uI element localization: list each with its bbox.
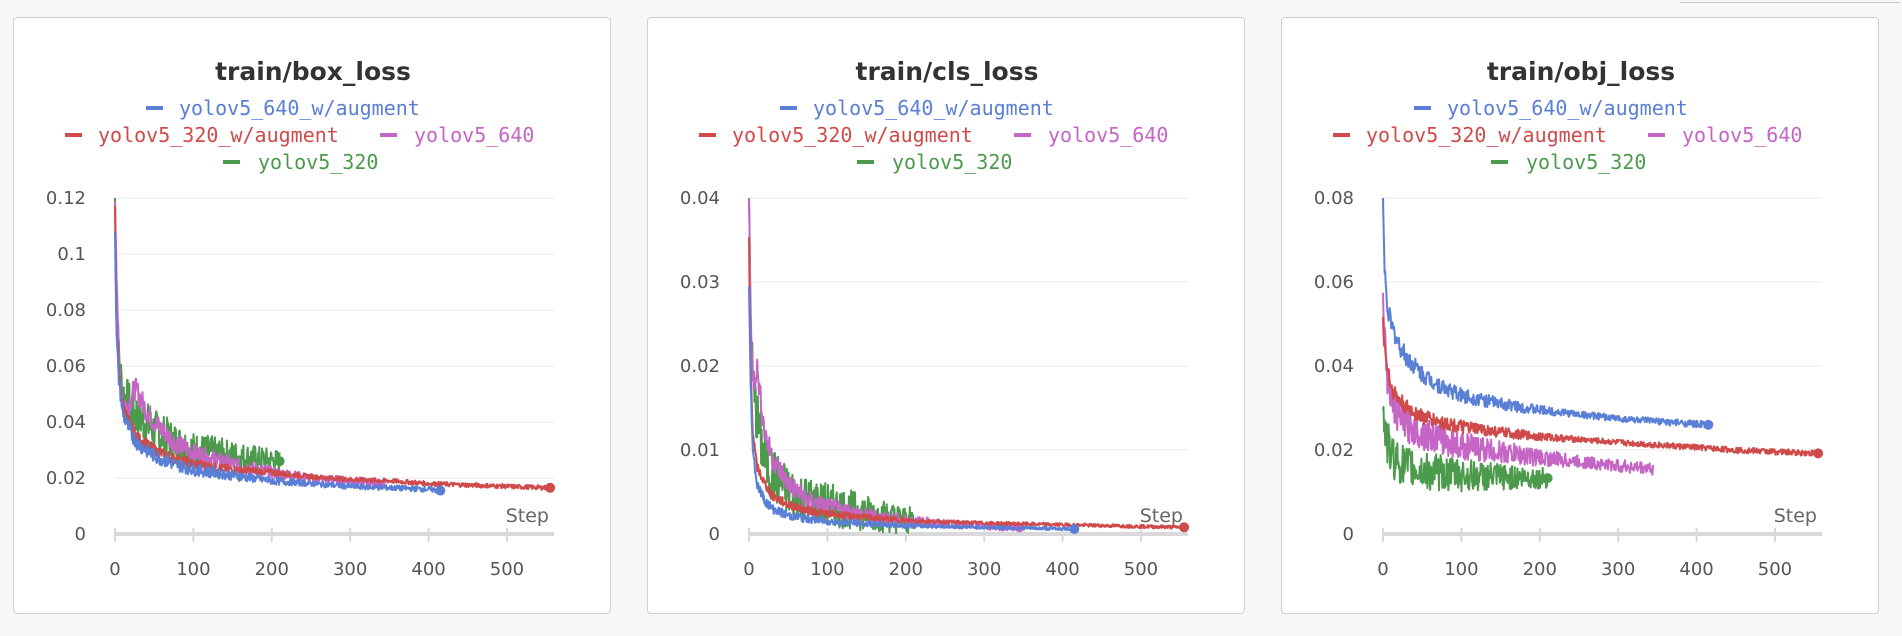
legend-label: yolov5_640_w/augment	[179, 96, 420, 120]
y-tick-label: 0.02	[1314, 440, 1354, 461]
x-tick-label: 500	[490, 559, 524, 580]
series-line[interactable]	[748, 237, 1185, 530]
legend-label: yolov5_320_w/augment	[98, 123, 339, 147]
x-axis-label: Step	[1774, 505, 1817, 527]
series-line[interactable]	[114, 231, 441, 494]
series-line[interactable]	[114, 197, 281, 472]
x-tick-label: 300	[1601, 559, 1635, 580]
legend-label: yolov5_640_w/augment	[1447, 96, 1688, 120]
x-tick-label: 400	[1045, 559, 1079, 580]
series-end-marker	[274, 456, 285, 467]
x-tick-label: 200	[255, 559, 289, 580]
y-tick-label: 0.02	[46, 468, 86, 489]
legend-item[interactable]: yolov5_640	[380, 123, 534, 147]
series-end-marker	[1069, 523, 1080, 534]
y-tick-label: 0.06	[46, 356, 86, 377]
y-tick-label: 0.04	[1314, 356, 1354, 377]
series-end-marker	[545, 482, 556, 493]
legend-label: yolov5_320	[892, 150, 1012, 174]
x-axis-label: Step	[1140, 505, 1183, 527]
y-tick-label: 0.02	[680, 356, 720, 377]
y-tick-label: 0.12	[46, 188, 86, 209]
legend-label: yolov5_320	[1526, 150, 1646, 174]
x-tick-label: 200	[889, 559, 923, 580]
x-tick-label: 400	[1679, 559, 1713, 580]
legend-item[interactable]: yolov5_640	[1648, 123, 1802, 147]
x-tick-label: 0	[743, 559, 754, 580]
legend-item[interactable]: yolov5_320_w/augment	[65, 123, 339, 147]
series-end-marker	[435, 485, 446, 496]
x-tick-label: 100	[810, 559, 844, 580]
x-tick-label: 400	[411, 559, 445, 580]
x-tick-label: 500	[1758, 559, 1792, 580]
box-loss-chart: train/box_loss yolov5_640_w/augmentyolov…	[46, 57, 556, 580]
x-tick-label: 100	[1444, 559, 1478, 580]
series-line[interactable]	[1382, 316, 1819, 457]
series-end-marker	[1813, 448, 1824, 459]
y-tick-label: 0	[1343, 524, 1354, 545]
legend-item[interactable]: yolov5_640_w/augment	[1414, 96, 1688, 120]
y-tick-label: 0.01	[680, 440, 720, 461]
legend-item[interactable]: yolov5_640_w/augment	[146, 96, 420, 120]
legend-item[interactable]: yolov5_320	[857, 150, 1012, 174]
legend-label: yolov5_320	[258, 150, 378, 174]
series-line[interactable]	[1382, 197, 1709, 429]
y-tick-label: 0.03	[680, 272, 720, 293]
series-end-marker	[1703, 419, 1714, 430]
x-tick-label: 200	[1523, 559, 1557, 580]
series-line[interactable]	[1382, 406, 1549, 493]
legend-item[interactable]: yolov5_640	[1014, 123, 1168, 147]
chart-title: train/cls_loss	[856, 57, 1039, 86]
x-tick-label: 0	[109, 559, 120, 580]
series-line[interactable]	[748, 200, 915, 535]
x-axis-label: Step	[506, 505, 549, 527]
legend-item[interactable]: yolov5_640_w/augment	[780, 96, 1054, 120]
y-tick-label: 0.08	[1314, 188, 1354, 209]
legend-item[interactable]: yolov5_320	[223, 150, 378, 174]
series-line[interactable]	[1382, 292, 1654, 476]
series-end-marker	[1542, 473, 1553, 484]
y-tick-label: 0.04	[680, 188, 720, 209]
y-tick-label: 0.1	[57, 244, 86, 265]
legend-item[interactable]: yolov5_320_w/augment	[1333, 123, 1607, 147]
legend-label: yolov5_640	[1048, 123, 1168, 147]
x-tick-label: 300	[333, 559, 367, 580]
x-tick-label: 0	[1377, 559, 1388, 580]
legend-item[interactable]: yolov5_320_w/augment	[699, 123, 973, 147]
series-line[interactable]	[748, 286, 1075, 532]
legend-label: yolov5_320_w/augment	[1366, 123, 1607, 147]
y-tick-label: 0.08	[46, 300, 86, 321]
series-end-marker	[1179, 522, 1190, 533]
legend-label: yolov5_640_w/augment	[813, 96, 1054, 120]
legend-label: yolov5_320_w/augment	[732, 123, 973, 147]
top-tab-edge	[1680, 0, 1900, 3]
legend-label: yolov5_640	[1682, 123, 1802, 147]
legend-item[interactable]: yolov5_320	[1491, 150, 1646, 174]
chart-title: train/box_loss	[215, 57, 411, 86]
y-tick-label: 0	[709, 524, 720, 545]
x-tick-label: 500	[1124, 559, 1158, 580]
cls-loss-chart: train/cls_loss yolov5_640_w/augmentyolov…	[680, 57, 1190, 580]
x-tick-label: 100	[176, 559, 210, 580]
y-tick-label: 0.04	[46, 412, 86, 433]
y-tick-label: 0.06	[1314, 272, 1354, 293]
y-tick-label: 0	[75, 524, 86, 545]
obj-loss-chart: train/obj_loss yolov5_640_w/augmentyolov…	[1314, 57, 1824, 580]
legend-label: yolov5_640	[414, 123, 534, 147]
x-tick-label: 300	[967, 559, 1001, 580]
chart-title: train/obj_loss	[1487, 57, 1675, 86]
